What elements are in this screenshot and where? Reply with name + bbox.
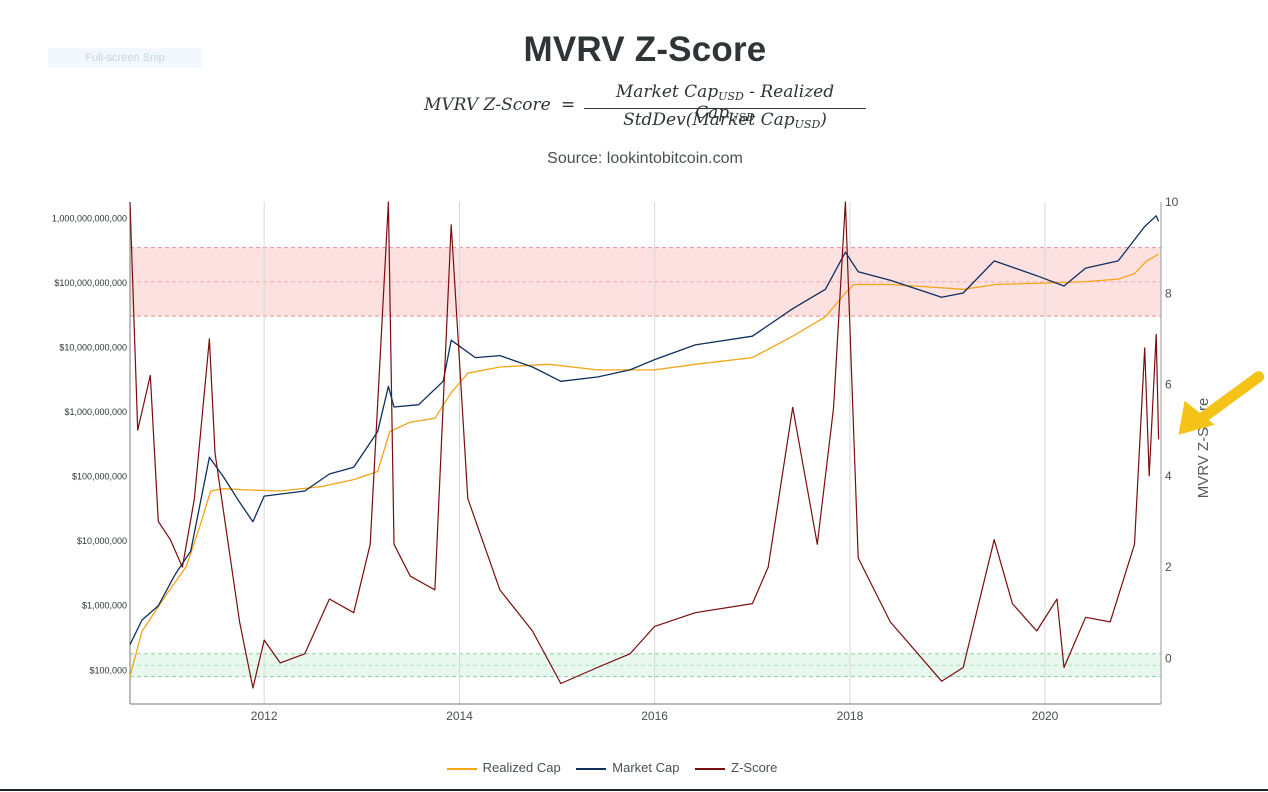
annotation-arrow: [1178, 371, 1265, 435]
x-tick: 2012: [251, 709, 278, 723]
legend-label-z-score: Z-Score: [731, 760, 778, 775]
y-tick-left: $100,000: [89, 665, 127, 675]
legend: Realized Cap Market Cap Z-Score: [0, 760, 1224, 775]
chart-source: Source: lookintobitcoin.com: [547, 150, 743, 167]
x-tick: 2016: [641, 709, 668, 723]
legend-label-market-cap: Market Cap: [612, 760, 680, 775]
formula-num-a: Market Cap: [615, 82, 719, 102]
formula-numerator: Market CapUSD - Realized CapUSD: [584, 82, 866, 124]
y-tick-left: $100,000,000: [72, 472, 127, 482]
formula-num-op: -: [743, 82, 761, 102]
y-tick-right: 8: [1165, 286, 1172, 300]
y-tick-left: $1,000,000,000: [64, 407, 127, 417]
legend-swatch-market-cap: [576, 767, 607, 770]
formula-denominator: StdDev(Market CapUSD): [584, 110, 866, 131]
y-tick-right: 6: [1165, 378, 1172, 392]
series-market-cap: [129, 215, 1160, 645]
annotation-arrow-shaft: [1193, 371, 1265, 427]
formula-equals: =: [561, 95, 576, 115]
legend-item-realized-cap[interactable]: Realized Cap: [446, 760, 561, 775]
x-tick: 2014: [446, 709, 473, 723]
legend-item-market-cap[interactable]: Market Cap: [576, 760, 680, 775]
snip-label: Full-screen Snip: [48, 48, 202, 68]
legend-item-z-score[interactable]: Z-Score: [695, 760, 777, 775]
y-tick-left: $1,000,000: [82, 601, 127, 611]
formula-lhs: MVRV Z-Score: [424, 95, 551, 115]
y-tick-left: $10,000,000,000: [59, 343, 127, 353]
formula-num-a-sub: USD: [718, 90, 744, 103]
series-z-score: [129, 201, 1160, 689]
formula-fraction-bar: [584, 108, 866, 109]
band-green: [130, 653, 1161, 677]
formula-num-b-sub: USD: [729, 111, 755, 124]
legend-swatch-realized-cap: [446, 767, 477, 770]
y-tick-left: $10,000,000: [77, 536, 127, 546]
x-tick: 2018: [837, 709, 864, 723]
y-tick-right: 0: [1165, 651, 1172, 665]
formula: MVRV Z-Score = Market CapUSD - Realized …: [424, 82, 874, 134]
legend-swatch-z-score: [695, 767, 726, 770]
formula-den-sub: USD: [794, 118, 821, 131]
y-tick-right: 4: [1165, 469, 1172, 483]
legend-label-realized-cap: Realized Cap: [482, 760, 561, 775]
y-tick-left: $100,000,000,000: [54, 278, 127, 288]
y-tick-right: 2: [1165, 560, 1172, 574]
chart-title: MVRV Z-Score: [523, 30, 767, 69]
formula-den-close: ): [820, 110, 827, 130]
bottom-border: [0, 789, 1268, 791]
series-realized-cap: [129, 253, 1159, 677]
x-tick: 2020: [1032, 709, 1059, 723]
y-tick-left: 1,000,000,000,000: [52, 213, 127, 223]
y-tick-right: 10: [1165, 195, 1179, 209]
formula-den-a: StdDev(Market Cap: [623, 110, 795, 130]
annotation-arrow-head: [1178, 400, 1215, 435]
